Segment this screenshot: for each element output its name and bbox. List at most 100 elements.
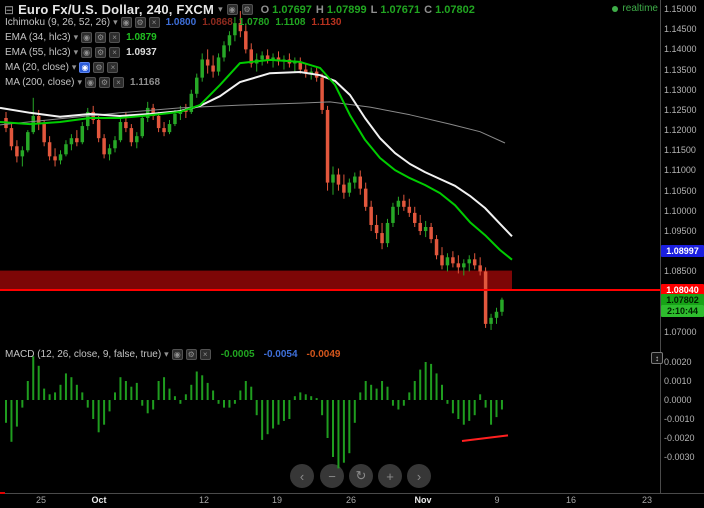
gear-icon[interactable]: ⚙ (93, 62, 105, 73)
indicator-label[interactable]: EMA (34, hlc3) (5, 32, 71, 43)
price-tick-label: 1.10000 (664, 206, 697, 216)
scroll-right-button[interactable]: › (407, 464, 431, 488)
chevron-down-icon[interactable]: ▾ (77, 77, 83, 87)
indicator-row: MA (20, close) ▾ ◉ ⚙ × (5, 62, 119, 73)
ema55-line (0, 71, 513, 237)
eye-icon[interactable]: ◉ (226, 4, 238, 15)
price-tick-label: 1.11000 (664, 165, 696, 175)
eye-icon[interactable]: ◉ (79, 62, 91, 73)
price-badge: 2:10:44 (661, 305, 704, 317)
eye-icon[interactable]: ◉ (81, 32, 93, 43)
ohlc-value: 1.07802 (435, 3, 475, 16)
price-badge: 1.08040 (661, 284, 704, 296)
indicator-label[interactable]: Ichimoku (9, 26, 52, 26) (5, 17, 111, 28)
gear-icon[interactable]: ⚙ (134, 17, 146, 28)
ema34-line (0, 58, 513, 261)
eye-icon[interactable]: ◉ (171, 349, 183, 360)
macd-values: -0.0005 -0.0054 -0.0049 (218, 349, 341, 360)
macd-tick-label: 0.0000 (664, 395, 692, 405)
close-icon[interactable]: × (107, 62, 119, 73)
indicator-label[interactable]: MA (200, close) (5, 77, 75, 88)
ohlc-key: C (424, 3, 433, 16)
indicator-value: 1.0868 (202, 17, 233, 28)
gear-icon[interactable]: ⚙ (95, 32, 107, 43)
ohlc-key: H (315, 3, 324, 16)
price-tick-label: 1.10500 (664, 186, 697, 196)
macd-tick-label: -0.0010 (664, 414, 695, 424)
macd-tick-label: -0.0020 (664, 433, 695, 443)
eye-icon[interactable]: ◉ (85, 77, 97, 88)
close-icon[interactable]: × (148, 17, 160, 28)
indicator-value: 1.0937 (126, 47, 157, 58)
close-icon[interactable]: × (199, 349, 211, 360)
macd-indicator-label[interactable]: MACD (12, 26, close, 9, false, true) (5, 349, 162, 360)
price-tick-label: 1.15000 (664, 4, 697, 14)
macd-tick-label: -0.0030 (664, 452, 695, 462)
price-tick-label: 1.11500 (664, 145, 696, 155)
indicator-value: 1.1108 (275, 17, 306, 28)
eye-icon[interactable]: ◉ (81, 47, 93, 58)
ohlc-key: L (370, 3, 378, 16)
supply-zone-band (0, 270, 512, 290)
realtime-label: realtime (622, 3, 658, 14)
gear-icon[interactable]: ⚙ (99, 77, 111, 88)
zoom-out-button[interactable]: − (320, 464, 344, 488)
ohlc-readout: O 1.07697 H 1.07899 L 1.07671 C 1.07802 (257, 4, 475, 16)
indicator-row: EMA (55, hlc3) ▾ ◉ ⚙ × 1.0937 (5, 47, 157, 58)
indicator-label[interactable]: EMA (55, hlc3) (5, 47, 71, 58)
price-tick-label: 1.09500 (664, 226, 697, 236)
ma200-line (0, 101, 506, 144)
macd-tick-label: 0.0020 (664, 357, 692, 367)
gear-icon[interactable]: ⚙ (185, 349, 197, 360)
symbol-title[interactable]: Euro Fx/U.S. Dollar, 240, FXCM (18, 2, 215, 17)
ohlc-value: 1.07697 (272, 3, 312, 16)
price-tick-label: 1.14500 (664, 24, 697, 34)
ohlc-value: 1.07899 (326, 3, 367, 16)
pane-resize-button[interactable]: ↕ (651, 352, 663, 364)
indicator-value: 1.0800 (165, 17, 197, 28)
indicator-label[interactable]: MA (20, close) (5, 62, 69, 73)
macd-value: -0.0049 (306, 349, 341, 360)
close-icon[interactable]: × (109, 32, 121, 43)
reset-view-button[interactable]: ↻ (349, 464, 373, 488)
eye-icon[interactable]: ◉ (120, 17, 132, 28)
chevron-down-icon[interactable]: ▾ (73, 47, 79, 57)
time-tick-label: 23 (641, 495, 653, 505)
chevron-down-icon[interactable]: ▾ (73, 32, 79, 42)
indicator-value: 1.1130 (311, 17, 342, 28)
ohlc-key: O (260, 3, 270, 16)
indicator-row: Ichimoku (9, 26, 52, 26) ▾ ◉ ⚙ × 1.0800 1.0868… (5, 17, 341, 28)
macd-tick-label: 0.0010 (664, 376, 692, 386)
time-tick-label: 12 (198, 495, 210, 505)
time-axis-separator (0, 493, 704, 494)
chevron-down-icon[interactable]: ▾ (71, 62, 77, 72)
price-axis-separator (660, 0, 661, 493)
indicator-value: 1.0780 (238, 17, 270, 28)
realtime-status: realtime (612, 3, 658, 14)
gear-icon[interactable]: ⚙ (241, 4, 253, 15)
price-tick-label: 1.13000 (664, 85, 697, 95)
gear-icon[interactable]: ⚙ (95, 47, 107, 58)
close-icon[interactable]: × (113, 77, 125, 88)
close-icon[interactable]: × (109, 47, 121, 58)
price-badge: 1.07802 (661, 294, 704, 306)
chevron-down-icon[interactable]: ▾ (218, 4, 223, 14)
chevron-down-icon[interactable]: ▾ (113, 17, 118, 27)
indicator-row: EMA (34, hlc3) ▾ ◉ ⚙ × 1.0879 (5, 32, 157, 43)
zoom-in-button[interactable]: + (378, 464, 402, 488)
indicator-row: MA (200, close) ▾ ◉ ⚙ × 1.1168 (5, 77, 160, 88)
price-tick-label: 1.14000 (664, 44, 697, 54)
chevron-down-icon[interactable]: ▾ (164, 349, 169, 359)
time-tick-label: 26 (345, 495, 357, 505)
price-badge: 1.08997 (661, 245, 704, 257)
ohlc-value: 1.07671 (380, 3, 421, 16)
collapse-chart-button[interactable]: ⊟ (4, 2, 15, 17)
scroll-left-button[interactable]: ‹ (290, 464, 314, 488)
price-tick-label: 1.12500 (664, 105, 697, 115)
price-tick-label: 1.13500 (664, 65, 697, 75)
indicator-value: 1.1168 (130, 77, 161, 88)
price-tick-label: 1.07000 (664, 327, 697, 337)
macd-value: -0.0054 (263, 349, 298, 360)
realtime-dot-icon (612, 5, 619, 12)
